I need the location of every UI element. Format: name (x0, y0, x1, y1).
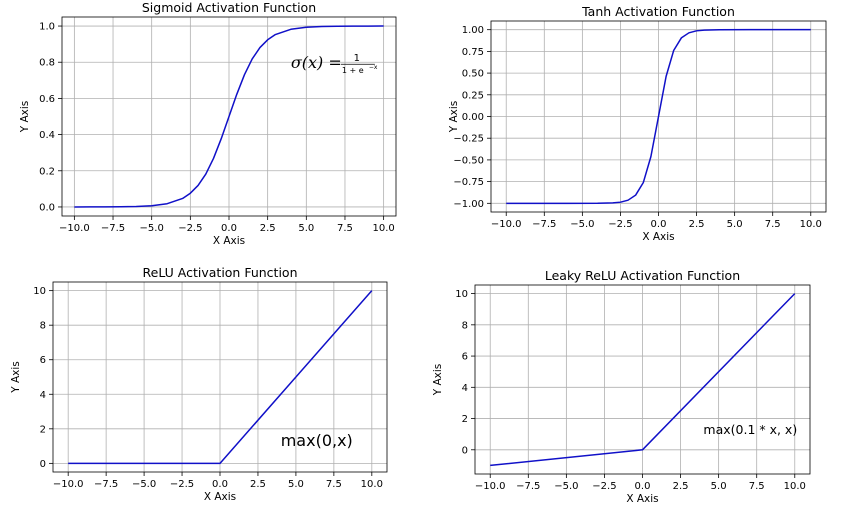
x-tick-label: 7.5 (337, 223, 353, 234)
y-axis-label: Y Axis (19, 101, 31, 134)
series-line-1 (68, 290, 373, 465)
plot-frame (490, 20, 827, 213)
chart-panel-4: −10.0 −7.5 −5.0 −2.5 0.0 2.5 5.0 7.5 10.0 0 2 4 6 8 10… (432, 268, 811, 505)
y-tick-label: 1.0 (39, 22, 55, 33)
x-tick-label: −10.0 (475, 481, 506, 492)
formula-denominator: 1 + e (342, 66, 364, 75)
y-tick-label: 0.2 (39, 166, 55, 177)
y-tick-label: 2 (462, 414, 468, 425)
y-tick-label: 0.00 (462, 112, 484, 123)
chart-panel-1: −10.0 −7.5 −5.0 −2.5 0.0 2.5 5.0 7.5 10.0 0.0 0.2 0… (19, 0, 397, 247)
x-tick-label: −5.0 (140, 223, 164, 234)
y-tick-label: −1.00 (453, 199, 484, 210)
formula-lead: σ(x) = (291, 53, 342, 72)
chart-title: Leaky ReLU Activation Function (545, 268, 740, 283)
x-tick-label: −2.5 (608, 219, 632, 230)
x-tick-label: −10.0 (59, 223, 90, 234)
y-tick-label: 8 (40, 321, 46, 332)
y-tick-label: 0.50 (462, 69, 484, 80)
y-tick-label: 0.25 (462, 90, 484, 101)
y-tick-label: 1.00 (462, 25, 484, 36)
x-tick-label: 5.0 (727, 219, 743, 230)
x-tick-label: −7.5 (532, 219, 556, 230)
x-tick-label: 2.5 (250, 479, 266, 490)
x-axis-label: X Axis (213, 235, 245, 247)
formula-annotation: max(0.1 * x, x) (703, 422, 797, 437)
y-tick-label: 10 (455, 289, 468, 300)
chart-title: ReLU Activation Function (143, 265, 298, 280)
y-tick-label: −0.25 (453, 134, 484, 145)
y-tick-label: 2 (40, 424, 46, 435)
x-tick-label: 0.0 (635, 481, 651, 492)
y-tick-label: 6 (462, 352, 468, 363)
x-tick-label: 10.0 (784, 481, 806, 492)
y-tick-label: 6 (40, 355, 46, 366)
x-tick-label: 2.5 (260, 223, 276, 234)
x-tick-label: −5.0 (570, 219, 594, 230)
x-tick-label: −7.5 (516, 481, 540, 492)
x-tick-label: 10.0 (800, 219, 822, 230)
formula-annotation: max(0,x) (281, 431, 353, 450)
y-tick-label: 0 (462, 445, 468, 456)
chart-panel-2: −10.0 −7.5 −5.0 −2.5 0.0 2.5 5.0 7.5 10.0 −1.00 −0… (448, 4, 827, 243)
x-tick-label: −2.5 (592, 481, 616, 492)
y-tick-label: −0.75 (453, 177, 484, 188)
plot-frame (474, 284, 811, 475)
x-axis-label: X Axis (626, 493, 658, 505)
plot-frame (52, 281, 388, 473)
x-tick-label: 10.0 (372, 223, 394, 234)
x-tick-label: −7.5 (101, 223, 125, 234)
x-tick-label: 0.0 (221, 223, 237, 234)
x-tick-label: −5.0 (554, 481, 578, 492)
chart-panel-3: −10.0 −7.5 −5.0 −2.5 0.0 2.5 5.0 7.5 10.0 0 2 4 6 8 10… (10, 265, 388, 503)
x-tick-label: −2.5 (178, 223, 202, 234)
formula-numerator: 1 (354, 53, 360, 64)
y-tick-label: 0.4 (39, 130, 55, 141)
series-line-1 (506, 28, 811, 205)
y-tick-label: 0 (40, 459, 46, 470)
y-tick-label: 4 (462, 383, 468, 394)
x-tick-label: 2.5 (689, 219, 705, 230)
y-tick-label: −0.50 (453, 155, 484, 166)
x-tick-label: 10.0 (361, 479, 383, 490)
x-tick-label: −7.5 (94, 479, 118, 490)
y-tick-label: 0.0 (39, 202, 55, 213)
series-line-1 (74, 25, 384, 208)
x-tick-label: 0.0 (651, 219, 667, 230)
y-tick-label: 0.8 (39, 58, 55, 69)
series-line-1 (490, 293, 796, 467)
formula-annotation: σ(x) = 1 1 + e −x (291, 53, 378, 75)
chart-title: Sigmoid Activation Function (142, 0, 316, 15)
y-tick-label: 8 (462, 320, 468, 331)
x-tick-label: 2.5 (673, 481, 689, 492)
x-axis-label: X Axis (642, 231, 674, 243)
x-axis-label: X Axis (204, 491, 236, 503)
x-tick-label: 7.5 (749, 481, 765, 492)
y-tick-label: 0.6 (39, 94, 55, 105)
plot-frame (61, 16, 397, 217)
x-tick-label: 5.0 (711, 481, 727, 492)
y-axis-label: Y Axis (10, 361, 22, 394)
y-tick-label: 4 (40, 390, 46, 401)
formula-exponent: −x (369, 64, 378, 71)
x-tick-label: 5.0 (298, 223, 314, 234)
y-tick-label: 0.75 (462, 47, 484, 58)
x-tick-label: 0.0 (212, 479, 228, 490)
x-tick-label: −5.0 (132, 479, 156, 490)
x-tick-label: −10.0 (53, 479, 84, 490)
x-tick-label: −2.5 (170, 479, 194, 490)
y-tick-label: 10 (33, 286, 46, 297)
x-tick-label: 7.5 (326, 479, 342, 490)
y-axis-label: Y Axis (432, 364, 444, 397)
chart-title: Tanh Activation Function (581, 4, 735, 19)
x-tick-label: 5.0 (288, 479, 304, 490)
x-tick-label: −10.0 (491, 219, 522, 230)
x-tick-label: 7.5 (765, 219, 781, 230)
y-axis-label: Y Axis (448, 101, 460, 134)
